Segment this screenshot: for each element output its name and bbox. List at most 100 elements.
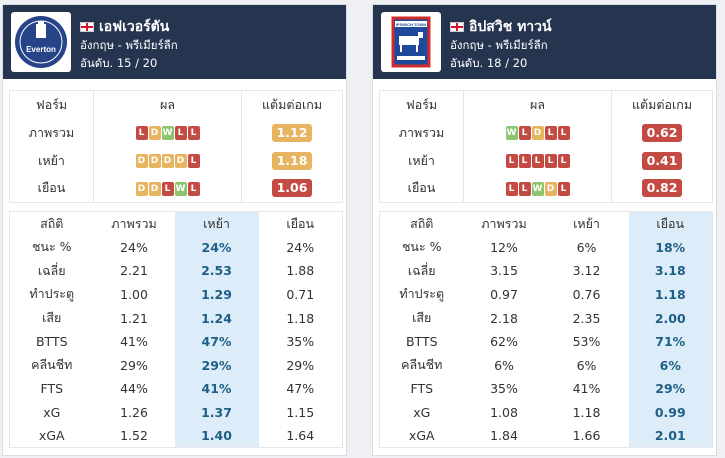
result-badge[interactable]: L [557,126,570,141]
result-badge[interactable]: L [544,126,557,141]
stat-value: 62% [490,334,518,350]
result-badge[interactable]: L [187,126,200,141]
stat-label: BTTS [35,334,68,350]
stats-header-1[interactable]: ภาพรวม [481,215,527,231]
result-badge[interactable]: D [531,126,544,141]
result-badge[interactable]: W [531,182,544,196]
stat-value: 44% [120,381,148,397]
ppg-cell: 1.18 [241,146,343,175]
result-badge[interactable]: D [148,182,161,196]
result-badge[interactable]: L [557,182,570,196]
result-badge[interactable]: D [148,154,161,169]
stat-value: 6% [576,239,597,255]
stat-label: FTS [40,381,64,397]
stat-value: 3.15 [490,263,518,279]
stats-header-2[interactable]: เหย้า [174,211,259,236]
stat-value: 2.01 [628,424,713,448]
stats-header-3[interactable]: เยือน [628,211,713,236]
result-badge[interactable]: D [161,154,174,169]
form-header-label: ฟอร์ม [9,90,94,119]
stats-table: สถิติ ภาพรวม เหย้า เยือน ชนะ % 24% 24% 24% เฉลี… [9,211,343,449]
result-badge[interactable]: D [174,154,187,169]
stat-value: 2.53 [174,259,259,283]
result-badge[interactable]: L [505,182,518,196]
stat-value: 2.00 [628,306,713,330]
stat-value: 1.18 [628,282,713,307]
stat-label: เฉลี่ย [37,262,66,278]
result-badge[interactable]: L [531,154,544,169]
result-badge[interactable]: L [505,154,518,169]
stat-value: 41% [572,381,601,397]
stat-label: xG [43,404,61,420]
result-badge[interactable]: L [174,126,187,141]
result-badge[interactable]: W [161,126,174,141]
stats-header-1[interactable]: ภาพรวม [111,215,157,231]
result-badge[interactable]: D [135,154,148,169]
team-name[interactable]: อิปสวิช ทาวน์ [450,16,552,38]
stat-value: 1.18 [286,310,315,326]
result-badge[interactable]: L [518,154,531,169]
result-badge[interactable]: W [505,126,518,141]
stats-table: สถิติ ภาพรวม เหย้า เยือน ชนะ % 12% 6% 18% เฉลี่… [379,211,713,449]
stats-row: BTTS 62% 53% 71% [380,329,713,354]
team-card-everton: Everton เอฟเวอร์ตัน อังกฤษ - พรีเมียร์ลี… [2,4,347,456]
stat-value: 0.76 [572,286,601,302]
svg-text:Everton: Everton [26,45,56,54]
result-badge[interactable]: L [518,126,531,141]
result-badge[interactable]: L [135,126,148,141]
form-header-label: ฟอร์ม [379,90,464,119]
form-row-label: เหย้า [38,152,65,168]
stat-value: 6% [494,357,514,373]
result-header-label: ผล [93,90,242,119]
stat-value: 1.64 [286,428,315,444]
form-table: ฟอร์ม ผล แต้มต่อเกม ภาพรวม W L D L L 0.62 เหย้า… [379,90,713,203]
team-header: Everton เอฟเวอร์ตัน อังกฤษ - พรีเมียร์ลี… [3,5,346,79]
league-label[interactable]: อังกฤษ - พรีเมียร์ลีก [80,38,178,52]
form-row: เหย้า L L L L L 0.41 [380,146,713,175]
everton-crest-icon[interactable]: Everton [11,12,71,72]
result-badge[interactable]: D [135,182,148,196]
stat-value: 1.08 [490,404,518,420]
stat-value: 1.15 [286,404,315,420]
form-row-label: เยือน [407,180,436,196]
stats-row: เสีย 2.18 2.35 2.00 [380,306,713,330]
rank-label: อันดับ. 18 / 20 [450,56,528,70]
stat-value: 1.37 [174,400,259,425]
result-badge[interactable]: L [518,182,531,196]
team-name[interactable]: เอฟเวอร์ตัน [80,16,169,38]
stats-header-0[interactable]: สถิติ [410,215,434,231]
result-badge[interactable]: D [544,182,557,196]
form-row-label: ภาพรวม [398,124,445,140]
result-badge[interactable]: L [161,182,174,196]
result-badge[interactable]: W [174,182,187,196]
stat-label: ทำประตู [29,286,75,302]
stat-label: ทำประตู [399,286,445,302]
stat-label: BTTS [405,334,438,350]
stats-header-2[interactable]: เหย้า [573,215,600,231]
result-badge[interactable]: L [187,154,200,169]
stat-value: 35% [490,381,518,397]
result-badge[interactable]: L [544,154,557,169]
result-badge[interactable]: L [557,154,570,169]
stat-value: 0.99 [628,400,713,425]
result-badge[interactable]: L [187,182,200,196]
stat-value: 1.88 [286,263,315,279]
stat-label: เสีย [412,310,432,326]
stat-value: 35% [286,334,315,350]
stats-header-3[interactable]: เยือน [286,215,315,231]
stat-value: 71% [628,329,713,354]
result-badge[interactable]: D [148,126,161,141]
stat-value: 1.00 [120,286,148,302]
stats-row: ชนะ % 24% 24% 24% [10,235,343,260]
stats-row: FTS 44% 41% 47% [10,377,343,401]
stats-header-0[interactable]: สถิติ [40,215,64,231]
stat-label: ชนะ % [31,239,72,255]
ipswich-crest-icon[interactable]: IPSWICH TOWN [381,12,441,72]
league-label[interactable]: อังกฤษ - พรีเมียร์ลีก [450,38,548,52]
ppg-cell: 0.62 [611,118,713,147]
